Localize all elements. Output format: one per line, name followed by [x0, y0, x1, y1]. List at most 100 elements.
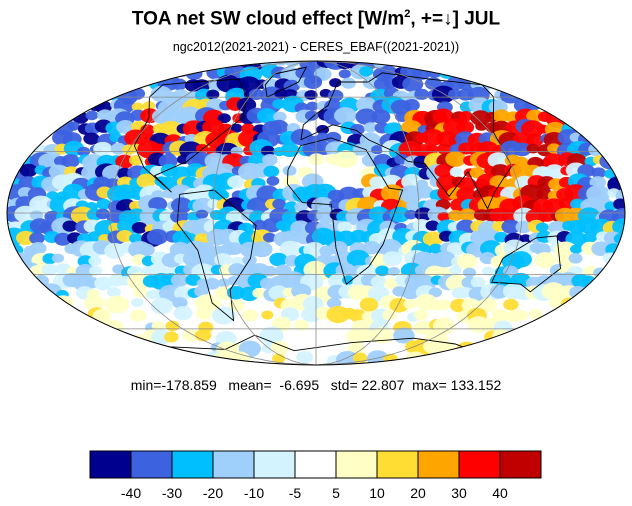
field-patch — [51, 253, 65, 263]
field-patch — [29, 195, 53, 214]
field-patch — [217, 190, 230, 200]
field-patch — [105, 295, 130, 314]
field-patch — [304, 110, 319, 121]
field-patch — [227, 175, 244, 189]
field-patch — [413, 320, 433, 335]
field-patch — [251, 241, 273, 258]
field-patch — [519, 234, 533, 245]
colorbar-label: 20 — [410, 485, 426, 501]
colorbar-box — [458, 450, 501, 479]
field-patch — [458, 110, 473, 122]
field-patch — [252, 288, 266, 299]
field-patch — [273, 111, 287, 122]
field-patch — [269, 119, 289, 135]
field-patch — [67, 121, 80, 131]
field-patch — [404, 209, 418, 220]
field-patch — [217, 278, 230, 288]
colorbar-label: 30 — [451, 485, 467, 501]
field-patch — [131, 221, 148, 234]
field-patch — [116, 229, 133, 243]
colorbar-box — [294, 450, 337, 479]
field-patch — [449, 167, 463, 177]
field-patch — [346, 249, 370, 268]
field-patch — [272, 99, 286, 109]
colorbar-box — [499, 450, 542, 479]
field-patch — [369, 176, 385, 188]
field-patch — [375, 265, 390, 277]
coastline-north-america — [133, 78, 248, 193]
field-patch — [325, 131, 342, 144]
field-patch — [382, 309, 397, 321]
field-patch — [403, 98, 420, 112]
colorbar-label: -40 — [121, 485, 141, 501]
field-patch — [261, 310, 274, 320]
colorbar-label: -10 — [244, 485, 264, 501]
title-superscript: 2 — [404, 8, 411, 20]
colorbar-label: -30 — [162, 485, 182, 501]
field-patch — [262, 232, 277, 243]
field-patch — [274, 61, 288, 66]
graticule-meridian — [109, 61, 317, 365]
field-patch — [433, 251, 456, 268]
field-patch — [432, 317, 456, 335]
field-patch — [294, 201, 308, 212]
field-patch — [428, 243, 443, 254]
field-patch — [456, 187, 476, 202]
field-patch — [148, 197, 168, 212]
colorbar-label: 5 — [332, 485, 340, 501]
field-patch — [93, 141, 113, 157]
field-patch — [342, 275, 355, 285]
coastline-greenland — [264, 66, 308, 98]
field-patch — [83, 132, 100, 145]
field-patch — [458, 208, 477, 222]
field-patch — [260, 145, 276, 157]
field-patch — [19, 163, 38, 178]
graticule-meridian — [315, 61, 420, 365]
field-patch — [337, 221, 353, 233]
field-patch — [475, 121, 488, 131]
field-patch — [127, 272, 151, 291]
field-patch — [535, 222, 549, 233]
field-patch — [279, 240, 302, 258]
colorbar-box — [89, 450, 132, 479]
map-field — [7, 61, 625, 365]
field-patch — [194, 285, 209, 297]
map-border — [6, 60, 626, 366]
field-patch — [370, 275, 387, 288]
field-patch — [284, 201, 299, 212]
field-patch — [591, 167, 606, 179]
field-patch — [363, 122, 378, 133]
field-patch — [94, 276, 113, 291]
field-patch — [456, 120, 475, 135]
field-patch — [548, 220, 567, 235]
field-patch — [346, 328, 367, 345]
field-patch — [416, 185, 434, 199]
field-patch — [413, 309, 429, 321]
coastlines — [133, 66, 561, 352]
field-patch — [456, 253, 478, 270]
field-patch — [544, 164, 564, 179]
field-patch — [341, 77, 356, 89]
field-patch — [462, 267, 477, 278]
field-patch — [513, 142, 532, 157]
field-patch — [115, 154, 134, 169]
field-patch — [308, 153, 325, 166]
colorbar-box — [171, 450, 214, 479]
field-patch — [355, 108, 378, 125]
field-patch — [334, 107, 357, 125]
field-patch — [88, 256, 102, 266]
coastline-south-america — [176, 189, 257, 322]
field-patch — [212, 306, 236, 325]
stat-std-label: std= — [330, 377, 358, 393]
field-patch — [326, 297, 342, 309]
field-patch — [306, 101, 319, 111]
statistics-line: min=-178.859 mean= -6.695 std= 22.807 ma… — [0, 377, 632, 393]
field-patch — [14, 205, 37, 223]
field-patch — [492, 109, 510, 123]
field-patch — [116, 120, 135, 134]
field-patch — [173, 305, 193, 321]
field-patch — [422, 231, 444, 247]
field-patch — [350, 124, 365, 136]
field-patch — [334, 150, 358, 169]
field-patch — [41, 263, 58, 276]
